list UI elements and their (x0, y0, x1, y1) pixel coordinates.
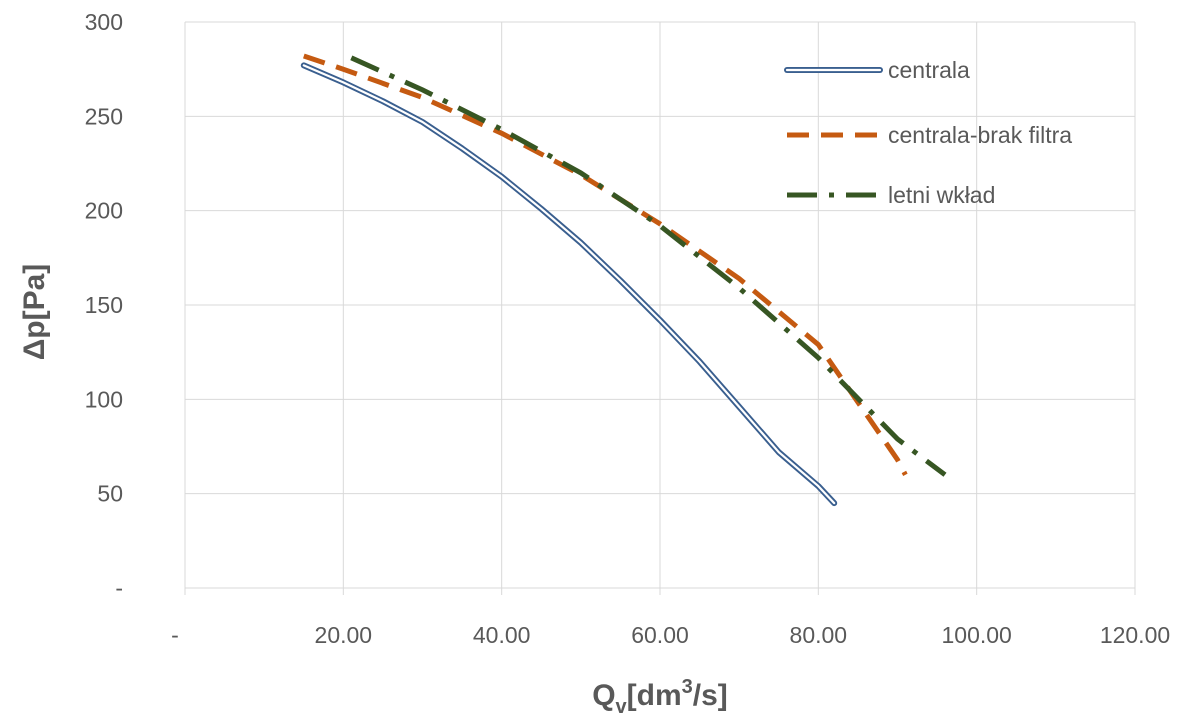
y-axis-title: Δp[Pa] (18, 264, 51, 361)
gridlines (184, 21, 1136, 595)
y-tick-label: 100 (85, 386, 123, 412)
y-tick-label: 150 (85, 292, 123, 318)
legend-item-centrala-brak-filtra: centrala-brak filtra (787, 122, 1072, 148)
series-letni-wk-ad (350, 55, 947, 477)
y-axis-ticks: - 50 100 150 200 250 300 (85, 9, 123, 601)
x-tick-label: 100.00 (941, 622, 1011, 648)
series-line-centrala-inner (302, 64, 836, 505)
x-tick-label: 60.00 (631, 622, 689, 648)
x-tick-label: 120.00 (1100, 622, 1170, 648)
series-line-letni-wk-ad (350, 55, 947, 477)
series-centrala (300, 62, 838, 507)
y-tick-label: 50 (97, 481, 123, 507)
legend-label: centrala-brak filtra (888, 122, 1072, 148)
x-tick-label: - (171, 622, 179, 648)
y-tick-label: - (115, 575, 123, 601)
legend-item-centrala: centrala (784, 57, 970, 83)
x-tick-label: 40.00 (473, 622, 531, 648)
legend-label: centrala (888, 57, 970, 83)
x-tick-label: 20.00 (315, 622, 373, 648)
legend-label: letni wkład (888, 182, 995, 208)
x-axis-title: Qv[dm3/s] (592, 676, 728, 718)
legend: centrala centrala-brak filtra letni wkład (784, 57, 1072, 208)
series-layer (300, 53, 947, 507)
y-tick-label: 300 (85, 9, 123, 35)
y-tick-label: 250 (85, 103, 123, 129)
legend-item-letni-wk-ad: letni wkład (787, 182, 995, 208)
y-tick-label: 200 (85, 198, 123, 224)
x-axis-ticks: - 20.00 40.00 60.00 80.00 100.00 120.00 (171, 622, 1170, 648)
series-line-centrala-outer (300, 62, 838, 507)
x-tick-label: 80.00 (790, 622, 848, 648)
